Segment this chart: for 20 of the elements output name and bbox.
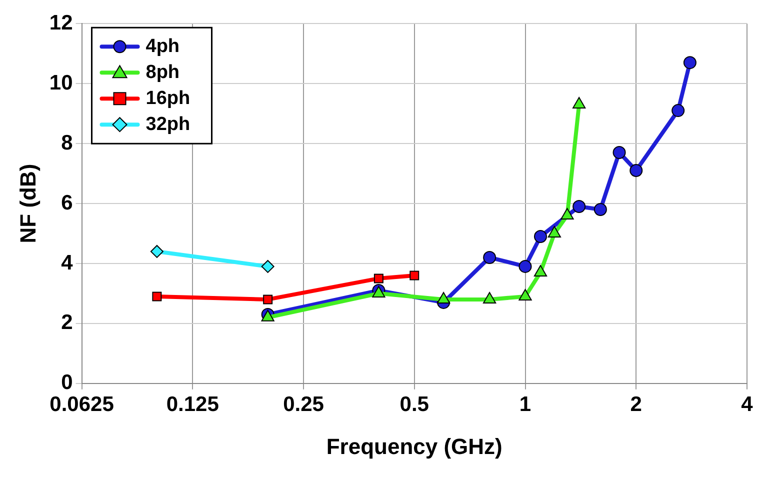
x-tick-label: 0.125 bbox=[166, 392, 220, 416]
x-tick-label: 0.0625 bbox=[50, 392, 114, 416]
y-tick-label: 0 bbox=[61, 371, 73, 394]
y-tick-label: 2 bbox=[61, 311, 73, 334]
x-tick-label: 0.25 bbox=[283, 392, 324, 416]
legend-label: 16ph bbox=[146, 88, 190, 109]
x-tick-label: 2 bbox=[630, 392, 642, 416]
y-tick-label: 12 bbox=[49, 11, 73, 34]
y-axis-title: NF (dB) bbox=[15, 164, 40, 244]
legend-label: 32ph bbox=[146, 114, 190, 135]
legend-label: 8ph bbox=[146, 62, 180, 83]
y-tick-label: 10 bbox=[49, 71, 73, 94]
legend-label: 4ph bbox=[146, 36, 180, 57]
x-tick-label: 1 bbox=[519, 392, 532, 416]
x-tick-label: 0.5 bbox=[400, 392, 430, 416]
y-tick-label: 6 bbox=[61, 191, 73, 214]
x-tick-label: 4 bbox=[741, 392, 754, 416]
y-tick-label: 8 bbox=[61, 131, 74, 154]
x-axis-title: Frequency (GHz) bbox=[326, 434, 502, 459]
y-tick-label: 4 bbox=[61, 251, 74, 274]
